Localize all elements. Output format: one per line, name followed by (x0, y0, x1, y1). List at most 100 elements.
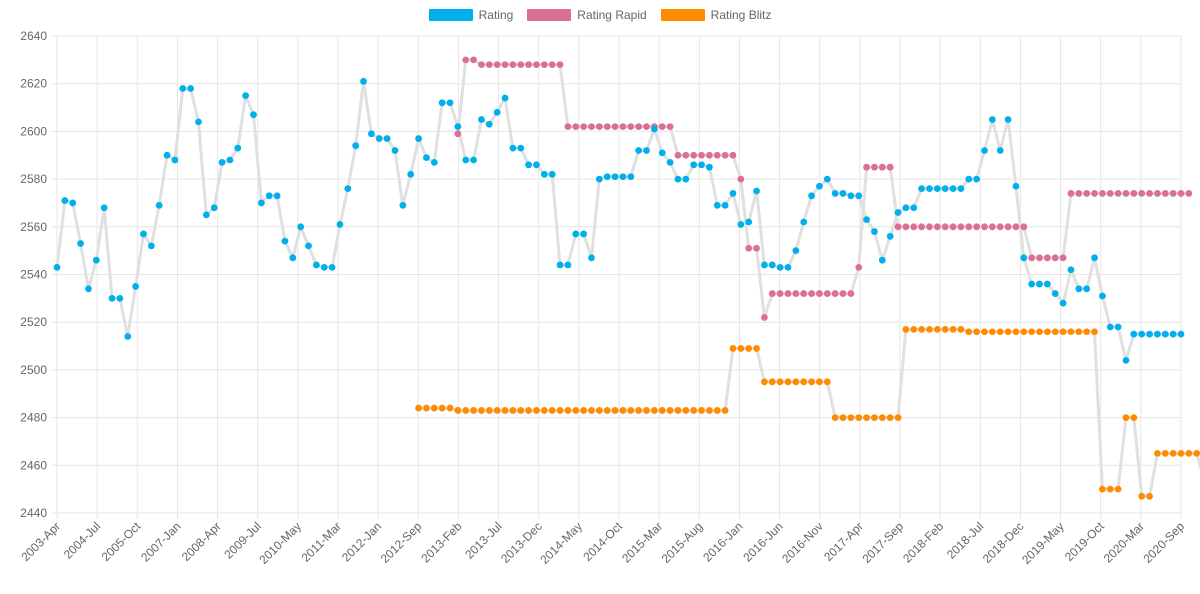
data-point-rating-rapid (721, 151, 729, 159)
data-point-rating (53, 263, 61, 271)
data-point-rating-rapid (595, 123, 603, 131)
data-point-rating (902, 204, 910, 212)
data-point-rating (839, 190, 847, 197)
data-point-rating (352, 142, 360, 150)
data-point-rating-blitz (1154, 449, 1161, 457)
data-point-rating (729, 190, 737, 197)
data-point-rating (611, 173, 619, 181)
data-point-rating (202, 211, 210, 219)
data-point-rating (792, 247, 800, 255)
data-point-rating-blitz (800, 378, 808, 386)
data-point-rating (478, 116, 485, 123)
data-point-rating (572, 230, 580, 238)
data-point-rating-rapid (470, 56, 477, 64)
data-point-rating-blitz (871, 414, 878, 421)
data-point-rating-rapid (816, 290, 823, 297)
data-point-rating-blitz (1091, 328, 1098, 336)
data-point-rating (1036, 280, 1043, 288)
data-point-rating-rapid (1004, 223, 1012, 231)
data-point-rating (831, 190, 839, 197)
data-point-rating-blitz (784, 378, 792, 386)
data-point-rating-rapid (981, 223, 988, 231)
data-point-rating-rapid (886, 163, 894, 171)
data-point-rating (446, 99, 454, 107)
data-point-rating-rapid (1012, 223, 1020, 231)
data-point-rating-blitz (737, 345, 745, 352)
data-point-rating (140, 230, 147, 238)
data-point-rating-rapid (996, 223, 1004, 231)
data-point-rating (195, 118, 202, 126)
data-point-rating (485, 120, 493, 128)
data-point-rating-rapid (792, 290, 800, 297)
data-point-rating-rapid (965, 223, 973, 231)
data-point-rating (1075, 285, 1083, 293)
data-point-rating-blitz (847, 414, 855, 421)
data-point-rating (501, 94, 509, 102)
data-point-rating (1169, 330, 1177, 338)
data-point-rating-blitz (493, 407, 501, 414)
data-point-rating (525, 161, 533, 169)
data-point-rating-rapid (1169, 190, 1177, 197)
data-point-rating-blitz (1106, 485, 1114, 493)
data-point-rating (1028, 280, 1036, 288)
data-point-rating (462, 156, 470, 164)
data-point-rating (171, 156, 179, 164)
data-point-rating-blitz (423, 404, 430, 412)
data-point-rating (753, 187, 760, 195)
data-point-rating-blitz (776, 378, 784, 386)
data-point-rating-blitz (454, 407, 462, 414)
data-point-rating-blitz (705, 407, 713, 414)
data-point-rating (470, 156, 477, 164)
data-point-rating-blitz (470, 407, 477, 414)
legend-item-rating-rapid[interactable]: Rating Rapid (527, 8, 647, 22)
data-point-rating-rapid (556, 61, 564, 69)
data-point-rating-blitz (1169, 449, 1177, 457)
data-point-rating (430, 159, 438, 166)
data-point-rating-blitz (1043, 328, 1051, 336)
data-point-rating (124, 333, 132, 340)
data-point-rating (878, 256, 886, 264)
data-point-rating-blitz (996, 328, 1004, 336)
data-point-rating (690, 161, 698, 169)
series-line-rating-blitz (418, 327, 1200, 498)
x-tick-label: 2015-Mar (619, 519, 665, 565)
data-point-rating-blitz (792, 378, 800, 386)
data-point-rating-blitz (588, 407, 595, 414)
data-point-rating-rapid (957, 223, 965, 231)
data-point-rating-rapid (784, 290, 792, 297)
y-tick-label: 2600 (20, 124, 47, 138)
legend-item-rating-blitz[interactable]: Rating Blitz (660, 8, 772, 22)
x-tick-label: 2018-Feb (900, 519, 946, 565)
x-tick-label: 2017-Apr (821, 519, 866, 564)
data-point-rating-blitz (933, 325, 941, 333)
data-point-rating-blitz (745, 345, 753, 352)
data-point-rating-blitz (918, 325, 926, 333)
x-tick-label: 2014-May (537, 519, 585, 567)
data-point-rating-rapid (878, 163, 886, 171)
data-point-rating-blitz (949, 325, 957, 333)
data-point-rating-blitz (894, 414, 902, 421)
data-point-rating-blitz (572, 407, 580, 414)
data-point-rating-blitz (965, 328, 973, 336)
data-point-rating (92, 256, 100, 264)
data-point-rating-rapid (485, 61, 493, 69)
data-point-rating (1122, 356, 1130, 364)
data-point-rating (218, 159, 226, 166)
x-tick-label: 2019-May (1019, 519, 1067, 567)
data-point-rating-blitz (478, 407, 485, 414)
data-point-rating (328, 263, 336, 271)
data-point-rating-blitz (1059, 328, 1067, 336)
x-tick-label: 2016-Jan (700, 519, 745, 564)
data-point-rating-blitz (886, 414, 894, 421)
data-point-rating-rapid (509, 61, 517, 69)
data-point-rating-rapid (745, 244, 753, 252)
data-point-rating-rapid (729, 151, 737, 159)
data-point-rating-rapid (611, 123, 619, 131)
legend-item-rating[interactable]: Rating (428, 8, 513, 22)
data-point-rating-blitz (816, 378, 823, 386)
x-tick-label: 2007-Jan (138, 519, 183, 564)
data-point-rating (949, 185, 957, 193)
data-point-rating (643, 147, 650, 154)
legend-label-rating-blitz: Rating Blitz (710, 8, 772, 22)
